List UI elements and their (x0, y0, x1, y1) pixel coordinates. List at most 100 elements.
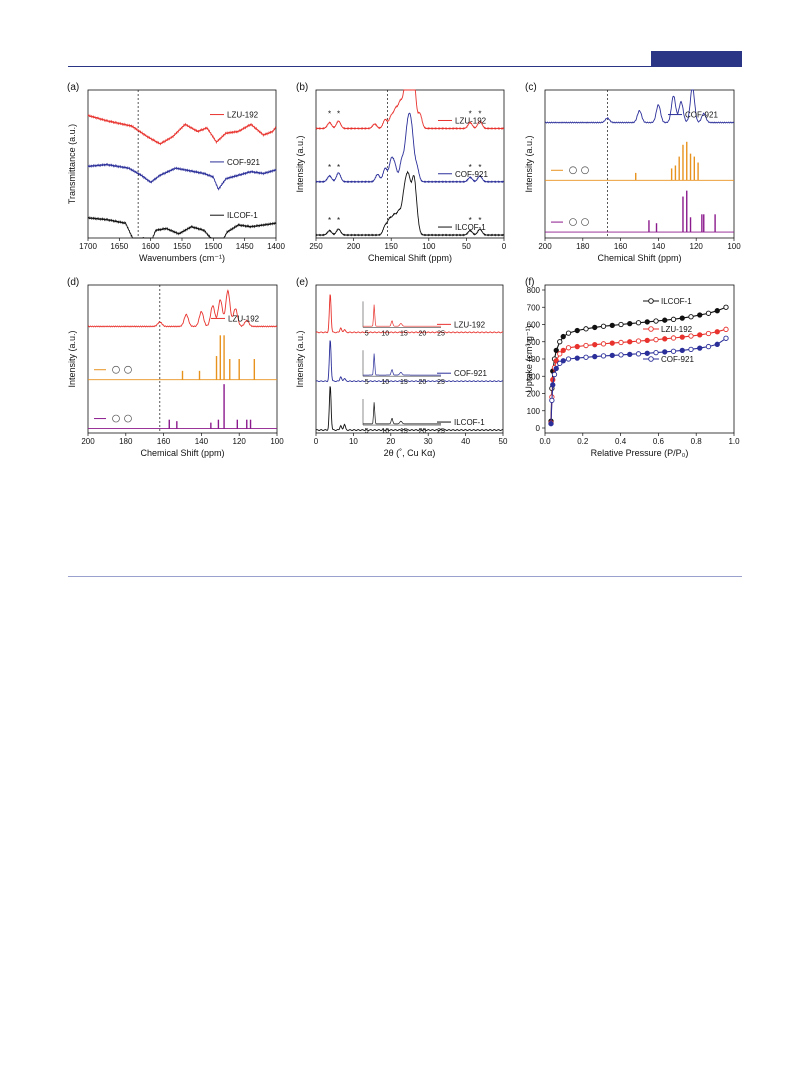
data-point (688, 346, 694, 352)
x-tick-label: 1500 (204, 242, 222, 251)
data-point (553, 358, 559, 364)
data-point (609, 352, 615, 359)
x-tick-label: 200 (81, 437, 95, 446)
spinning-sideband-mark: * (478, 163, 481, 172)
x-tick-label: 160 (614, 242, 628, 251)
y-axis-label: Uptake (cm³ g⁻¹) (524, 325, 534, 392)
x-tick-label: 120 (690, 242, 704, 251)
x-tick-label: 100 (422, 242, 436, 251)
x-tick-label: 160 (157, 437, 171, 446)
x-axis-label: Wavenumbers (cm⁻¹) (139, 253, 225, 263)
legend-label: ILCOF-1 (455, 223, 486, 232)
spectrum-line (315, 294, 504, 334)
panel-label: (f) (525, 277, 534, 288)
y-axis-label: Intensity (a.u.) (295, 330, 305, 387)
x-tick-label: 150 (385, 242, 399, 251)
data-point (557, 360, 563, 366)
legend-label: LZU-192 (455, 116, 487, 125)
data-point (627, 351, 633, 357)
data-point (627, 339, 633, 345)
data-point (600, 323, 607, 329)
data-point (551, 371, 558, 378)
x-axis-label: Chemical Shift (ppm) (368, 253, 452, 263)
data-point (553, 365, 559, 372)
data-point (583, 342, 589, 349)
legend-marker (648, 356, 654, 362)
data-point (583, 326, 589, 332)
panel-label: (e) (296, 277, 308, 288)
y-tick-label: 300 (527, 372, 541, 381)
y-axis-label: Transmittance (a.u.) (67, 124, 77, 204)
spinning-sideband-mark: * (328, 163, 331, 172)
data-point (644, 319, 650, 325)
inset-tick-label: 25 (437, 379, 445, 386)
molecule-icon (112, 365, 120, 374)
data-point (670, 316, 677, 322)
data-point (679, 334, 685, 340)
plot-frame (315, 89, 505, 239)
data-point (697, 332, 703, 338)
plot-frame (544, 89, 735, 239)
data-point (574, 343, 580, 350)
spinning-sideband-mark: * (337, 110, 340, 119)
molecule-icon (569, 218, 577, 226)
spectrum-line (315, 170, 505, 237)
data-point (653, 349, 659, 356)
legend-label: LZU-192 (661, 325, 693, 334)
data-point (609, 322, 615, 329)
data-point (618, 352, 624, 358)
x-tick-label: 1400 (267, 242, 285, 251)
inset-tick-label: 20 (419, 379, 427, 386)
x-tick-label: 30 (424, 437, 433, 446)
data-point (705, 310, 712, 316)
header-rule (68, 66, 742, 67)
legend-label: COF-921 (455, 170, 488, 179)
x-tick-label: 200 (538, 242, 552, 251)
data-point (679, 347, 685, 354)
y-tick-label: 200 (527, 390, 541, 399)
data-point (644, 350, 650, 356)
data-point (714, 308, 720, 314)
data-point (723, 304, 729, 310)
spectrum-line (87, 289, 278, 328)
plot-frame (315, 284, 504, 434)
data-point (670, 348, 677, 354)
spinning-sideband-mark: * (328, 110, 331, 119)
x-axis-label: Chemical Shift (ppm) (597, 253, 681, 263)
legend-marker (648, 298, 654, 304)
x-tick-label: 120 (233, 437, 247, 446)
inset-tick-label: 15 (400, 428, 408, 435)
x-tick-label: 0.6 (653, 437, 665, 446)
data-point (560, 358, 566, 364)
molecule-icon (581, 166, 589, 175)
data-point (705, 343, 712, 350)
data-point (697, 345, 703, 351)
inset-tick-label: 10 (381, 379, 389, 386)
x-tick-label: 0.4 (615, 437, 627, 446)
legend-label: LZU-192 (228, 314, 260, 323)
data-point (635, 320, 642, 326)
x-axis-label: Relative Pressure (P/P₀) (591, 448, 689, 458)
data-point (565, 345, 572, 351)
y-tick-label: 100 (527, 407, 541, 416)
x-tick-label: 0.2 (577, 437, 589, 446)
legend-label: LZU-192 (454, 320, 486, 329)
x-tick-label: 250 (309, 242, 323, 251)
data-point (662, 317, 668, 323)
spinning-sideband-mark: * (469, 110, 472, 119)
data-point (618, 321, 624, 328)
panel-label: (c) (525, 82, 537, 93)
x-tick-label: 1550 (173, 242, 191, 251)
spinning-sideband-mark: * (469, 163, 472, 172)
data-point (592, 324, 598, 331)
data-point (688, 314, 694, 320)
data-point (635, 351, 642, 357)
x-tick-label: 0 (314, 437, 319, 446)
x-tick-label: 1700 (79, 242, 97, 251)
data-point (574, 355, 580, 361)
y-tick-label: 0 (536, 424, 541, 433)
inset-tick-label: 20 (419, 330, 427, 337)
data-point (600, 341, 607, 347)
spectrum-line (315, 89, 505, 130)
y-tick-label: 600 (527, 321, 541, 330)
